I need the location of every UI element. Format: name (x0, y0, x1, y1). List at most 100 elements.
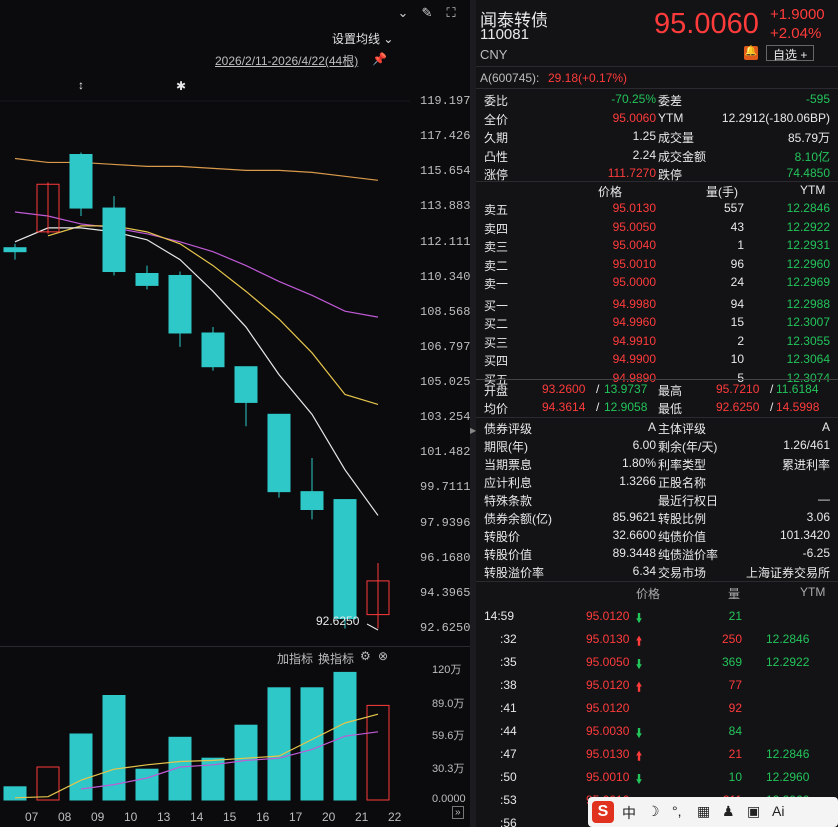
book-ytm: 12.2960 (786, 256, 830, 271)
trade-price: 95.0120 (586, 701, 630, 715)
expand-icon[interactable]: ⛶ (446, 5, 456, 20)
stat-label: 久期 (484, 131, 509, 145)
open-ytm: 13.9737 (604, 382, 648, 396)
date-axis-tick: 13 (157, 810, 171, 824)
low-label: 最低 (658, 402, 683, 416)
book-ytm: 12.2931 (786, 238, 830, 252)
info-value: 6.00 (632, 438, 656, 452)
brush-icon[interactable]: ✎ (421, 5, 433, 20)
book-volume: 96 (730, 256, 744, 271)
low-price-label: 92.6250 (316, 614, 360, 628)
volume-bar (300, 687, 324, 801)
pane-divider[interactable]: ▶ (470, 0, 476, 827)
avg-ytm: 12.9058 (604, 400, 648, 414)
info-value: 3.06 (806, 510, 830, 524)
price-axis-tick: 112.1118 (420, 234, 478, 249)
volume-bar (135, 768, 159, 801)
stat-value: 85.79万 (787, 131, 830, 145)
volume-axis-tick: 120万 (432, 664, 462, 676)
ime-toolbar[interactable]: S 中 ☽ °, ▦ ♟ ▣ Ai (588, 797, 838, 827)
candle-body (300, 491, 324, 511)
trade-ytm: 12.2960 (766, 770, 810, 784)
volume-bar (201, 757, 225, 801)
trade-volume: 92 (728, 701, 742, 715)
high-label: 最高 (658, 384, 683, 398)
price-axis-tick: 108.5687 (420, 304, 478, 319)
stat-label: 成交量 (658, 131, 695, 145)
add-indicator-button[interactable]: 加指标 (277, 652, 314, 666)
ime-item-icon[interactable]: ▦ (697, 803, 711, 819)
stat-label: 凸性 (484, 149, 509, 164)
book-level-label: 买四 (484, 354, 509, 368)
pin-icon[interactable]: 📌 (372, 52, 387, 66)
volume-bar (234, 724, 258, 801)
book-price: 95.0010 (612, 256, 656, 271)
date-axis-tick: 14 (190, 810, 204, 824)
stat-label: 跌停 (658, 168, 683, 182)
book-price: 95.0130 (612, 201, 656, 215)
stock-value[interactable]: 29.18(+0.17%) (548, 71, 628, 85)
info-value: 1.3266 (619, 474, 656, 488)
ime-item-icon[interactable]: ▣ (747, 803, 761, 819)
open-price: 93.2600 (542, 382, 586, 396)
alert-bell-icon[interactable]: 🔔 (744, 46, 758, 60)
volume-axis-tick: 0.0000 (432, 793, 466, 805)
gear-icon[interactable]: ⚙ (360, 649, 371, 663)
book-volume: 15 (730, 315, 744, 329)
ime-item-icon[interactable]: ♟ (722, 803, 735, 819)
chevron-down-icon[interactable]: ⌄ (397, 5, 409, 20)
date-axis-tick: 08 (58, 810, 72, 824)
stat-label: 委差 (658, 94, 683, 108)
book-volume: 43 (730, 219, 744, 234)
candle-body (234, 366, 258, 403)
candle-body (3, 247, 27, 253)
ime-item-icon[interactable]: °, (672, 803, 682, 819)
down-arrow-icon: 🠛 (636, 772, 643, 786)
price-axis-tick: 119.1979 (420, 94, 478, 108)
price-axis-tick: 97.9396 (420, 515, 471, 530)
stat-value: 12.2912(-180.06BP) (721, 110, 830, 125)
trade-volume: 77 (728, 678, 742, 692)
trade-volume: 10 (728, 770, 742, 784)
volume-bar (3, 786, 27, 801)
stat-value: 95.0060 (612, 110, 656, 125)
price-change: +1.9000 (770, 6, 825, 23)
ime-logo-icon[interactable]: S (592, 801, 614, 823)
scroll-right-button[interactable]: » (452, 806, 464, 819)
low-price-pointer (366, 623, 379, 631)
slash: / (770, 400, 774, 414)
close-icon[interactable]: ⊗ (378, 649, 389, 663)
kline-svg[interactable] (0, 0, 470, 827)
book-ytm: 12.3074 (786, 370, 830, 385)
info-value: -6.25 (802, 546, 830, 560)
candle-body (36, 183, 60, 233)
info-label: 当期票息 (484, 458, 533, 472)
trade-price: 95.0120 (586, 609, 630, 623)
slash: / (596, 382, 600, 396)
book-price: 95.0040 (612, 238, 656, 252)
book-volume: 94 (730, 296, 744, 311)
watchlist-add-button[interactable]: 自选 + (766, 45, 815, 62)
candle-body (333, 499, 357, 620)
info-label: 应计利息 (484, 476, 533, 490)
info-value: 1.26/461 (783, 438, 830, 452)
ma-setting-button[interactable]: 设置均线 ⌄ (332, 32, 394, 46)
book-price: 95.0000 (612, 275, 656, 289)
switch-indicator-button[interactable]: 换指标 (318, 652, 355, 666)
bond-code: 110081 (480, 26, 529, 43)
volume-bar (366, 704, 390, 801)
stock-label[interactable]: A(600745): (480, 71, 540, 85)
info-value: 上海证券交易所 (745, 566, 830, 580)
ime-item-icon[interactable]: 中 (622, 805, 636, 821)
book-volume: 10 (730, 352, 744, 366)
info-label: 期限(年) (484, 440, 528, 454)
ime-item-icon[interactable]: Ai (772, 803, 785, 819)
trade-price: 95.0120 (586, 678, 630, 692)
info-value: A (647, 420, 656, 434)
ime-item-icon[interactable]: ☽ (647, 803, 660, 819)
collapse-handle[interactable]: ▶ (470, 426, 477, 435)
price-axis-tick: 113.8833 (420, 199, 478, 214)
candle-body (102, 207, 126, 273)
trade-price: 95.0050 (586, 655, 630, 669)
